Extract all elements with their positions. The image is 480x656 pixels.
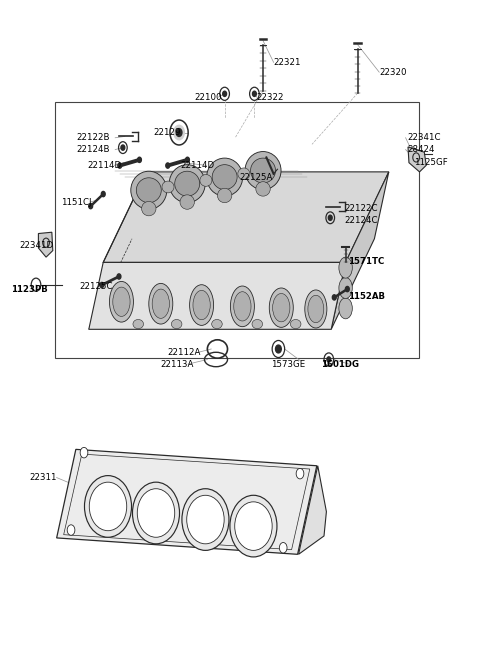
- Ellipse shape: [67, 525, 75, 535]
- Text: 1601DG: 1601DG: [321, 359, 359, 369]
- Ellipse shape: [230, 495, 277, 557]
- Circle shape: [121, 145, 125, 150]
- Ellipse shape: [305, 290, 327, 328]
- Ellipse shape: [207, 158, 243, 196]
- Ellipse shape: [149, 283, 173, 324]
- Ellipse shape: [169, 165, 205, 203]
- Ellipse shape: [193, 291, 210, 319]
- Circle shape: [346, 287, 349, 292]
- Text: 1573GE: 1573GE: [271, 359, 305, 369]
- Circle shape: [176, 129, 182, 136]
- Ellipse shape: [339, 298, 352, 319]
- Ellipse shape: [113, 287, 130, 316]
- Ellipse shape: [339, 257, 352, 278]
- Polygon shape: [331, 172, 389, 329]
- Text: 22112A: 22112A: [167, 348, 201, 358]
- Text: 1152AB: 1152AB: [348, 292, 385, 301]
- Ellipse shape: [279, 543, 287, 553]
- Text: 22341D: 22341D: [19, 241, 53, 250]
- Circle shape: [252, 91, 256, 96]
- Ellipse shape: [252, 319, 263, 329]
- Circle shape: [101, 192, 105, 197]
- Ellipse shape: [142, 201, 156, 216]
- Text: 22320: 22320: [379, 68, 407, 77]
- Ellipse shape: [339, 277, 352, 298]
- Ellipse shape: [152, 289, 169, 318]
- Text: 22321: 22321: [274, 58, 301, 67]
- Circle shape: [89, 203, 93, 209]
- Ellipse shape: [84, 476, 132, 537]
- Ellipse shape: [89, 482, 127, 531]
- Circle shape: [332, 295, 336, 300]
- Text: 22122C: 22122C: [345, 204, 378, 213]
- Text: 1125GF: 1125GF: [414, 158, 447, 167]
- Ellipse shape: [175, 171, 200, 196]
- Ellipse shape: [162, 181, 174, 193]
- Ellipse shape: [80, 447, 88, 458]
- Polygon shape: [57, 449, 317, 554]
- Ellipse shape: [217, 188, 232, 203]
- Ellipse shape: [273, 293, 290, 322]
- Text: 22114D: 22114D: [180, 161, 214, 170]
- Ellipse shape: [230, 286, 254, 327]
- Circle shape: [186, 157, 190, 163]
- Circle shape: [223, 91, 227, 96]
- Ellipse shape: [131, 171, 167, 209]
- Text: 28424: 28424: [407, 145, 434, 154]
- Text: 22125C: 22125C: [79, 281, 113, 291]
- Text: 1151CJ: 1151CJ: [61, 197, 92, 207]
- Text: 22100: 22100: [194, 92, 222, 102]
- Text: 1571TC: 1571TC: [348, 256, 385, 266]
- Text: 22114D: 22114D: [87, 161, 121, 170]
- Text: 1123PB: 1123PB: [11, 285, 48, 295]
- Bar: [55, 102, 419, 358]
- Ellipse shape: [256, 182, 270, 196]
- Ellipse shape: [180, 195, 194, 209]
- Ellipse shape: [190, 285, 214, 325]
- Text: 22124C: 22124C: [345, 216, 378, 225]
- Text: 22113A: 22113A: [161, 359, 194, 369]
- Circle shape: [328, 215, 332, 220]
- Text: 22122B: 22122B: [77, 133, 110, 142]
- Circle shape: [166, 163, 169, 168]
- Text: 22129: 22129: [154, 128, 181, 137]
- Ellipse shape: [136, 178, 161, 203]
- Ellipse shape: [187, 495, 224, 544]
- Polygon shape: [38, 232, 53, 257]
- Text: 22311: 22311: [30, 473, 57, 482]
- Ellipse shape: [182, 489, 229, 550]
- Ellipse shape: [234, 292, 251, 321]
- Ellipse shape: [171, 319, 182, 329]
- Circle shape: [327, 357, 331, 362]
- Circle shape: [138, 157, 142, 163]
- Ellipse shape: [132, 482, 180, 544]
- Circle shape: [117, 274, 121, 279]
- Circle shape: [174, 125, 184, 140]
- Ellipse shape: [109, 281, 133, 322]
- Polygon shape: [408, 147, 426, 172]
- Ellipse shape: [133, 319, 144, 329]
- Text: 22322: 22322: [257, 92, 284, 102]
- Text: 22341C: 22341C: [407, 133, 441, 142]
- Ellipse shape: [308, 295, 324, 323]
- Ellipse shape: [269, 288, 293, 327]
- Polygon shape: [103, 172, 389, 262]
- Polygon shape: [89, 262, 346, 329]
- Ellipse shape: [137, 489, 175, 537]
- Ellipse shape: [235, 502, 272, 550]
- Ellipse shape: [251, 158, 276, 183]
- Ellipse shape: [296, 468, 304, 479]
- Ellipse shape: [212, 165, 237, 190]
- Ellipse shape: [212, 319, 222, 329]
- Ellipse shape: [245, 152, 281, 190]
- Circle shape: [100, 282, 104, 287]
- Ellipse shape: [238, 168, 250, 180]
- Circle shape: [276, 345, 281, 353]
- Text: 22125A: 22125A: [239, 173, 273, 182]
- Ellipse shape: [200, 174, 212, 186]
- Ellipse shape: [290, 319, 301, 329]
- Text: 22124B: 22124B: [77, 145, 110, 154]
- Circle shape: [118, 163, 121, 168]
- Polygon shape: [299, 466, 326, 554]
